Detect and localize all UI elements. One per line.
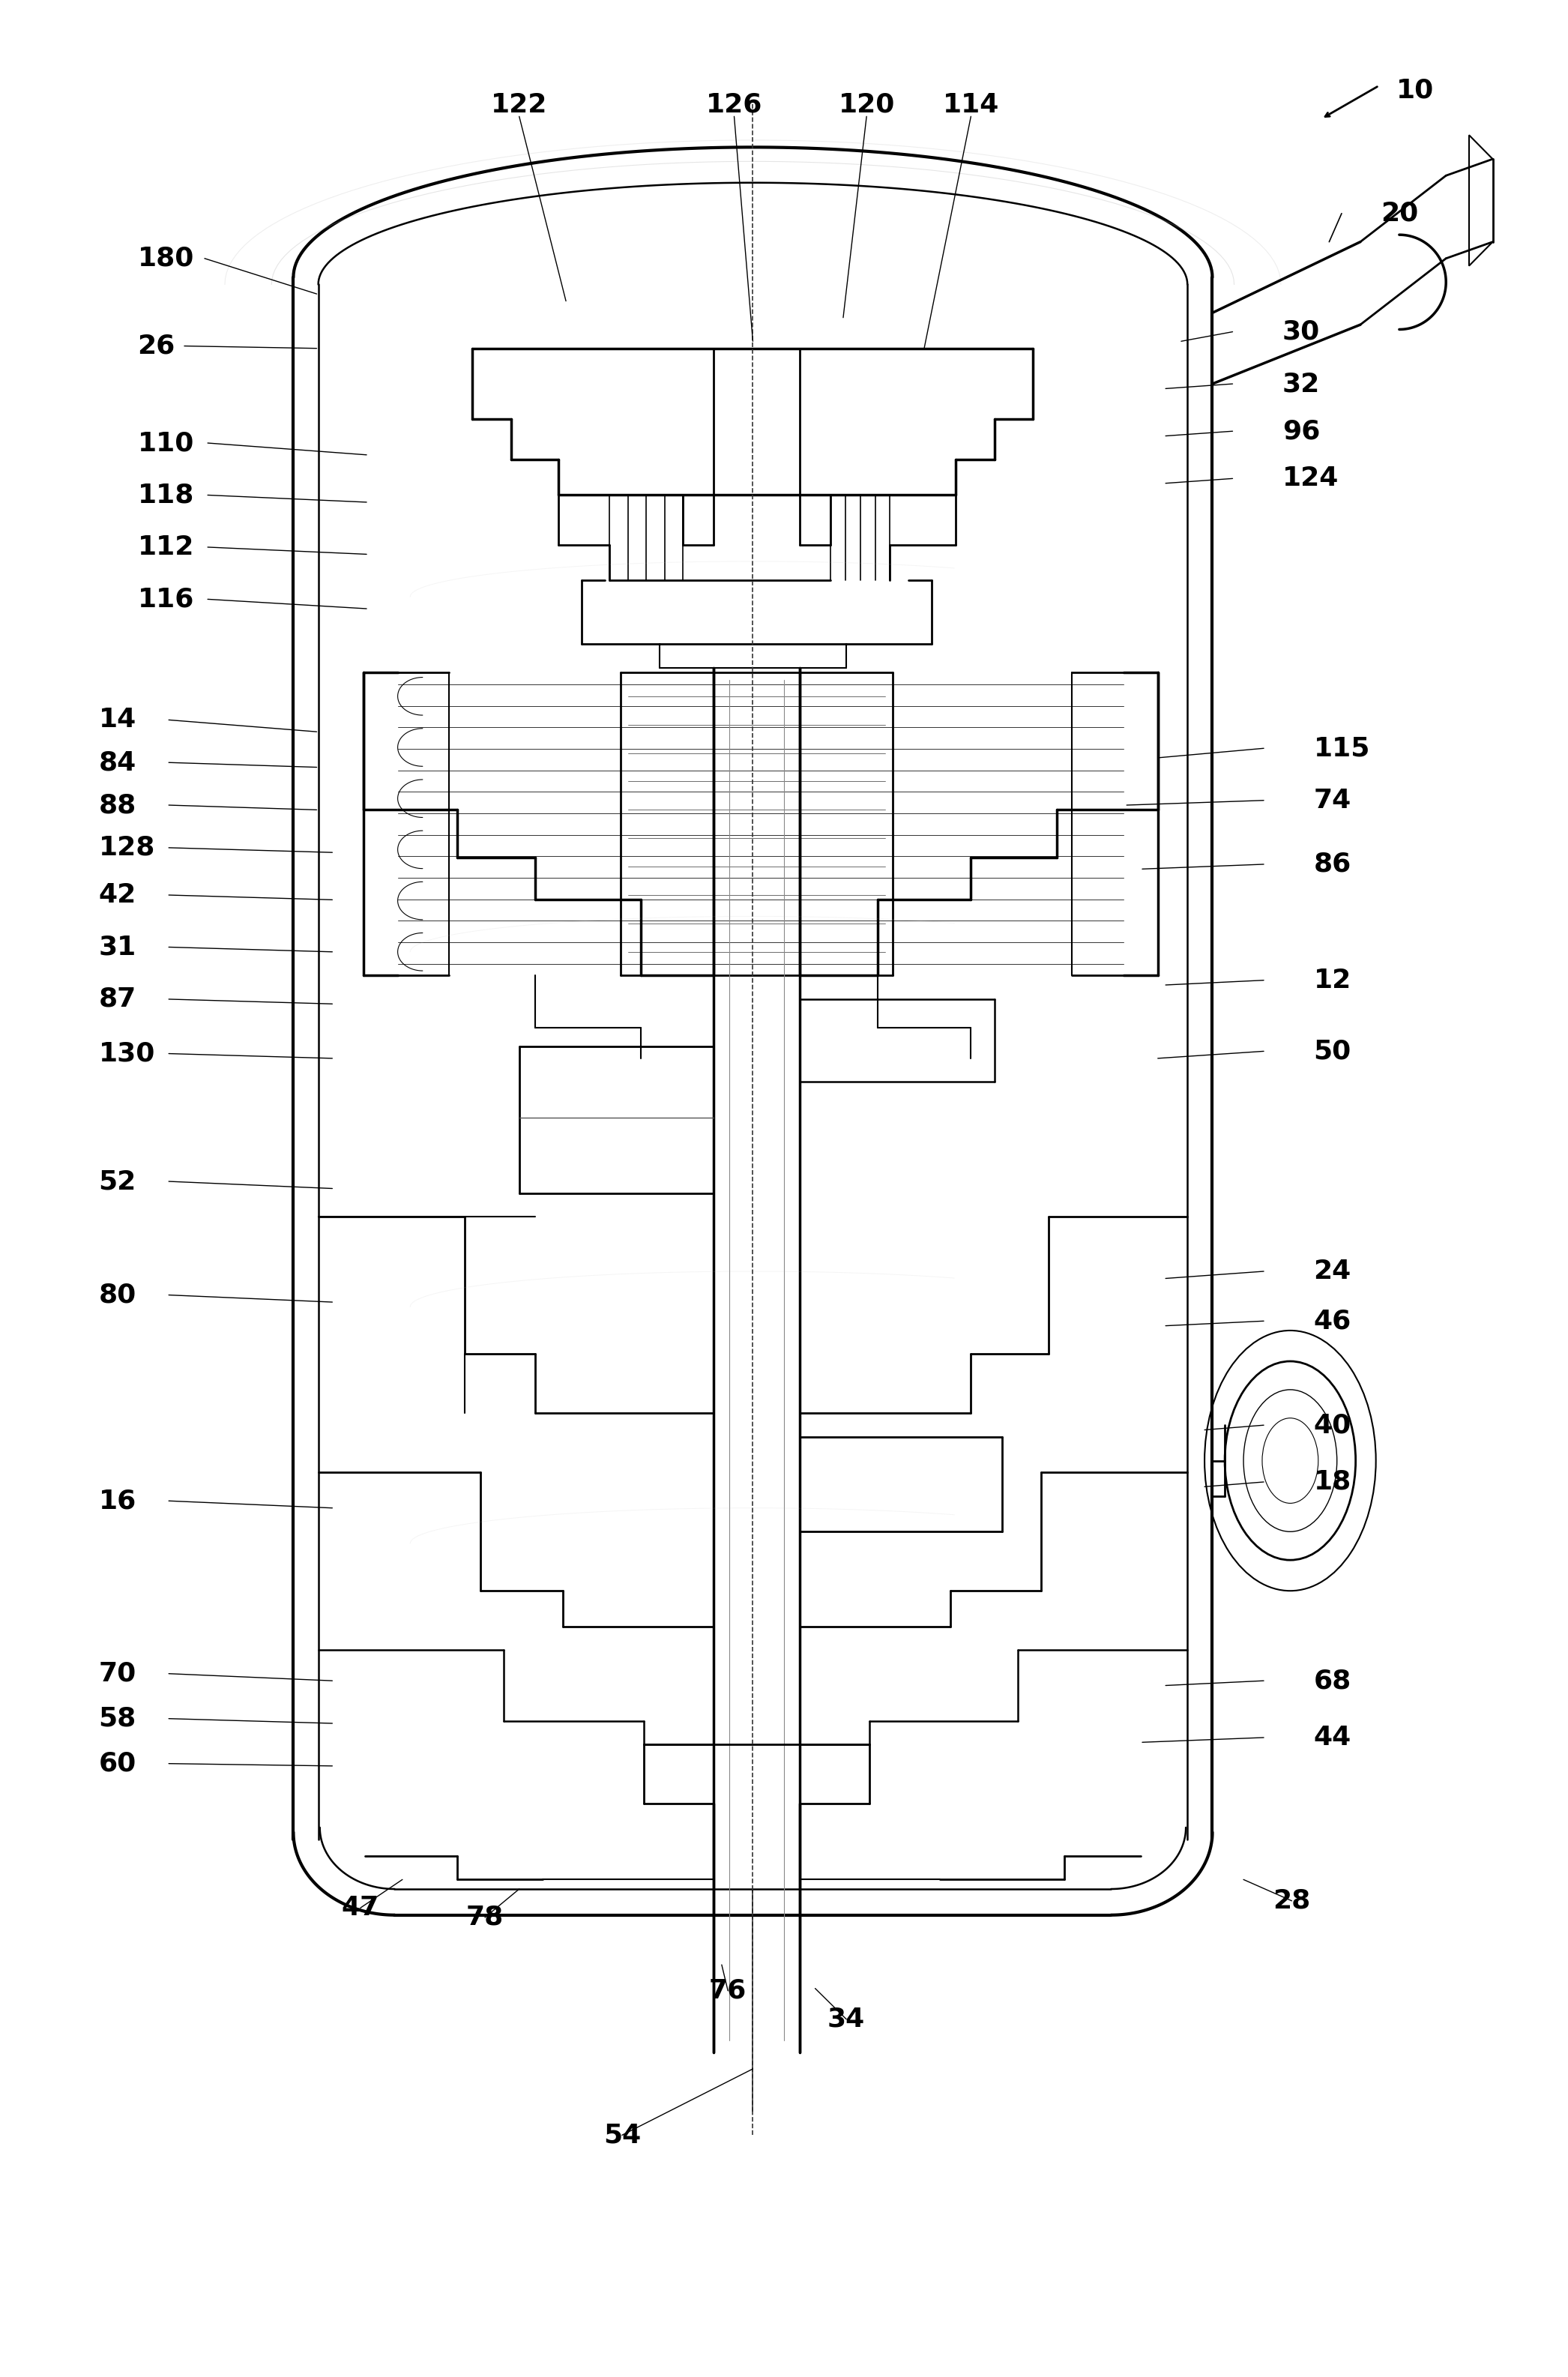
Text: 115: 115	[1314, 734, 1370, 761]
Text: 30: 30	[1283, 319, 1320, 345]
Text: 16: 16	[99, 1488, 136, 1514]
Text: 42: 42	[99, 882, 136, 908]
Text: 28: 28	[1273, 1887, 1311, 1913]
Text: 116: 116	[138, 587, 194, 611]
Text: 70: 70	[99, 1662, 136, 1685]
Text: 58: 58	[99, 1707, 136, 1730]
Text: 26: 26	[138, 333, 176, 359]
Text: 122: 122	[491, 93, 547, 116]
Text: 80: 80	[99, 1281, 136, 1307]
Text: 60: 60	[99, 1752, 136, 1776]
Text: 87: 87	[99, 986, 136, 1013]
Text: 46: 46	[1314, 1307, 1352, 1333]
Text: 32: 32	[1283, 371, 1320, 397]
Text: 52: 52	[99, 1169, 136, 1193]
Text: 18: 18	[1314, 1469, 1352, 1495]
Text: 180: 180	[138, 245, 194, 271]
Text: 118: 118	[138, 483, 194, 509]
Text: 120: 120	[839, 93, 895, 116]
Text: 126: 126	[706, 93, 762, 116]
Text: 114: 114	[942, 93, 999, 116]
Text: 88: 88	[99, 792, 136, 818]
Text: 50: 50	[1314, 1039, 1352, 1065]
Text: 34: 34	[828, 2006, 866, 2032]
Text: 112: 112	[138, 535, 194, 561]
Text: 24: 24	[1314, 1257, 1352, 1284]
Text: 44: 44	[1314, 1726, 1352, 1749]
Text: 14: 14	[99, 708, 136, 732]
Text: 84: 84	[99, 749, 136, 775]
Text: 78: 78	[466, 1904, 503, 1930]
Text: 110: 110	[138, 430, 194, 456]
Text: 86: 86	[1314, 851, 1352, 877]
Text: 128: 128	[99, 834, 155, 860]
Text: 31: 31	[99, 934, 136, 960]
Text: 130: 130	[99, 1041, 155, 1067]
Text: 54: 54	[604, 2123, 641, 2149]
Text: 20: 20	[1380, 200, 1417, 226]
Text: 10: 10	[1396, 78, 1433, 102]
Text: 47: 47	[342, 1894, 379, 1921]
Text: 76: 76	[709, 1978, 746, 2004]
Text: 96: 96	[1283, 418, 1320, 444]
Text: 68: 68	[1314, 1669, 1352, 1692]
Text: 12: 12	[1314, 967, 1352, 994]
Text: 124: 124	[1283, 466, 1339, 492]
Text: 74: 74	[1314, 787, 1352, 813]
Text: 40: 40	[1314, 1412, 1352, 1438]
